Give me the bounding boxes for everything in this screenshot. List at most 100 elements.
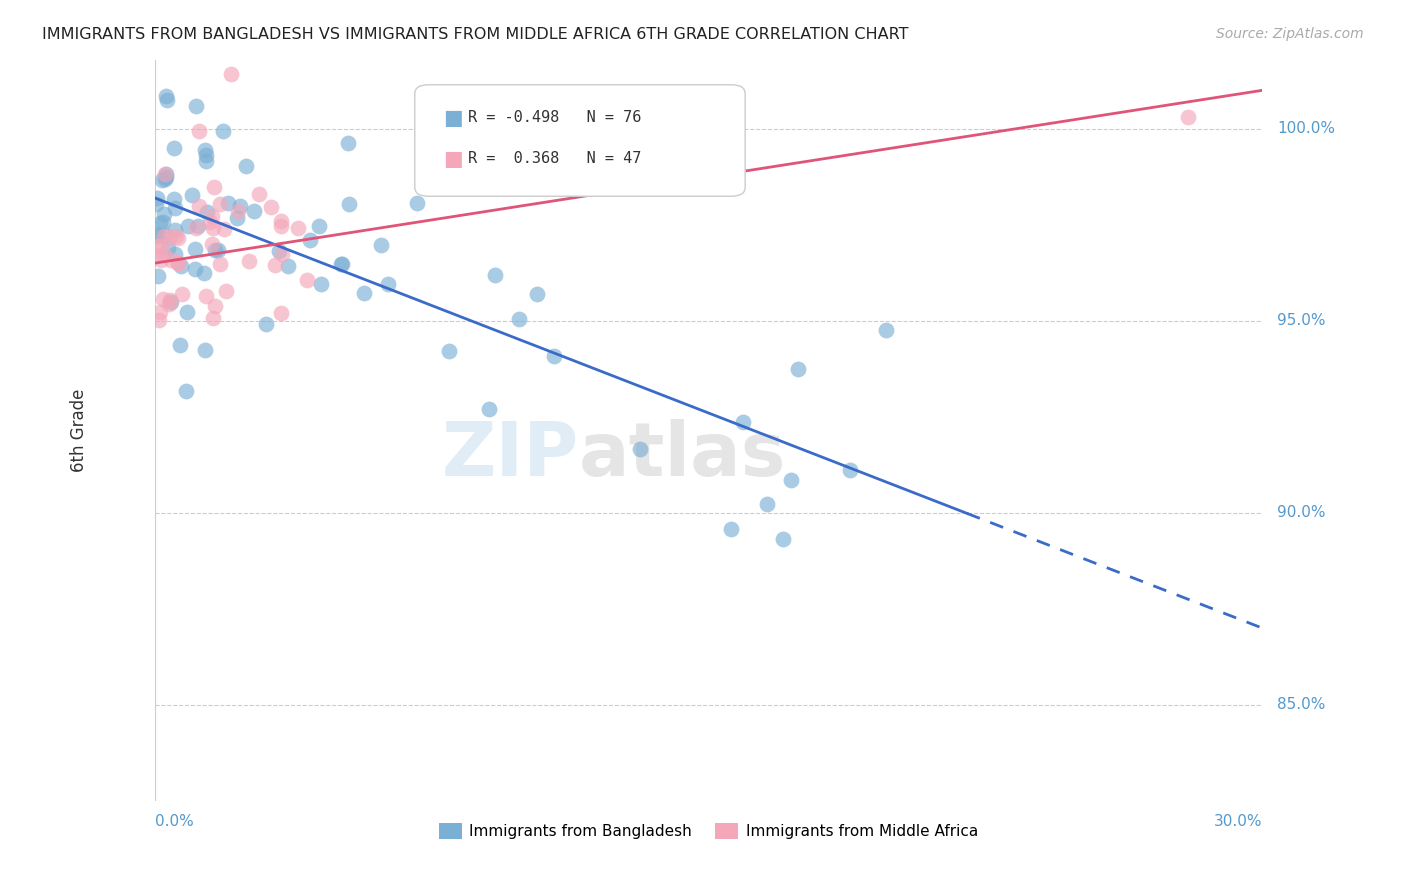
Point bbox=[772, 532, 794, 546]
Point bbox=[436, 135, 458, 149]
Point bbox=[264, 258, 287, 272]
Point bbox=[330, 257, 353, 271]
Point bbox=[155, 167, 177, 181]
Point bbox=[211, 123, 233, 137]
Point bbox=[779, 473, 801, 487]
Text: Source: ZipAtlas.com: Source: ZipAtlas.com bbox=[1216, 27, 1364, 41]
Point bbox=[271, 246, 294, 260]
Point bbox=[176, 304, 198, 318]
Point bbox=[156, 241, 179, 255]
Point bbox=[145, 249, 167, 263]
Point bbox=[163, 201, 186, 215]
Point bbox=[406, 195, 429, 210]
Point bbox=[311, 277, 333, 291]
Point bbox=[165, 229, 187, 244]
Point bbox=[755, 497, 778, 511]
Point bbox=[238, 253, 260, 268]
Point bbox=[145, 196, 167, 211]
Text: ZIP: ZIP bbox=[441, 418, 579, 491]
Point bbox=[152, 293, 174, 307]
Point bbox=[170, 286, 193, 301]
Text: R =  0.368   N = 47: R = 0.368 N = 47 bbox=[468, 152, 641, 166]
Point bbox=[1177, 110, 1199, 124]
Point bbox=[198, 214, 221, 228]
Point bbox=[543, 349, 565, 363]
Point bbox=[297, 273, 319, 287]
Point bbox=[204, 244, 226, 258]
Point bbox=[159, 293, 181, 308]
Point bbox=[270, 214, 292, 228]
Text: 6th Grade: 6th Grade bbox=[70, 389, 89, 472]
Text: 85.0%: 85.0% bbox=[1277, 698, 1326, 713]
Point bbox=[260, 200, 283, 214]
Point bbox=[163, 141, 186, 155]
Point bbox=[163, 192, 186, 206]
Point bbox=[150, 173, 173, 187]
Point bbox=[526, 287, 548, 301]
Point bbox=[207, 243, 229, 257]
Point bbox=[337, 197, 360, 211]
Point bbox=[167, 256, 190, 270]
Point bbox=[337, 136, 360, 150]
Point bbox=[193, 266, 215, 280]
Point bbox=[155, 170, 177, 185]
Point bbox=[187, 219, 209, 233]
Point bbox=[377, 277, 399, 292]
Point bbox=[184, 98, 207, 112]
Point bbox=[217, 196, 239, 211]
Point bbox=[188, 124, 211, 138]
Point bbox=[235, 160, 257, 174]
Point bbox=[200, 237, 222, 252]
Point bbox=[508, 311, 530, 326]
Text: 90.0%: 90.0% bbox=[1277, 505, 1326, 520]
Point bbox=[208, 257, 231, 271]
Point bbox=[184, 262, 207, 277]
Point bbox=[228, 203, 250, 218]
Point bbox=[308, 219, 330, 234]
Point bbox=[247, 187, 270, 202]
Point bbox=[157, 297, 180, 311]
Point bbox=[153, 228, 176, 243]
Point bbox=[186, 220, 208, 235]
Point bbox=[152, 215, 174, 229]
Text: IMMIGRANTS FROM BANGLADESH VS IMMIGRANTS FROM MIDDLE AFRICA 6TH GRADE CORRELATIO: IMMIGRANTS FROM BANGLADESH VS IMMIGRANTS… bbox=[42, 27, 908, 42]
Point bbox=[439, 344, 461, 359]
Text: R = -0.498   N = 76: R = -0.498 N = 76 bbox=[468, 111, 641, 125]
Point bbox=[720, 522, 742, 536]
Point bbox=[202, 179, 225, 194]
Point bbox=[277, 259, 299, 273]
Point bbox=[242, 204, 264, 219]
Point bbox=[270, 219, 292, 233]
Point bbox=[219, 67, 242, 81]
Point bbox=[269, 244, 291, 259]
Point bbox=[150, 239, 173, 253]
Point bbox=[148, 313, 170, 327]
Point bbox=[156, 94, 179, 108]
Point bbox=[478, 401, 501, 416]
Text: 0.0%: 0.0% bbox=[155, 814, 194, 830]
Point bbox=[166, 231, 188, 245]
Point bbox=[195, 147, 218, 161]
Point bbox=[145, 239, 167, 253]
Text: 95.0%: 95.0% bbox=[1277, 313, 1326, 328]
Point bbox=[159, 230, 181, 244]
Point bbox=[194, 154, 217, 169]
Point bbox=[484, 268, 506, 283]
Point bbox=[145, 191, 167, 205]
Point bbox=[174, 384, 197, 399]
Point bbox=[287, 221, 309, 235]
Point bbox=[146, 268, 169, 283]
Point bbox=[153, 172, 176, 186]
Point bbox=[153, 246, 176, 260]
Point bbox=[194, 343, 217, 358]
Point bbox=[270, 306, 292, 320]
Point bbox=[204, 300, 226, 314]
Point bbox=[229, 199, 252, 213]
Point bbox=[187, 199, 209, 213]
Point bbox=[183, 242, 205, 256]
Point bbox=[215, 284, 238, 298]
Point bbox=[149, 304, 172, 318]
Point bbox=[787, 361, 810, 376]
Point bbox=[875, 323, 897, 337]
Point bbox=[201, 220, 224, 235]
